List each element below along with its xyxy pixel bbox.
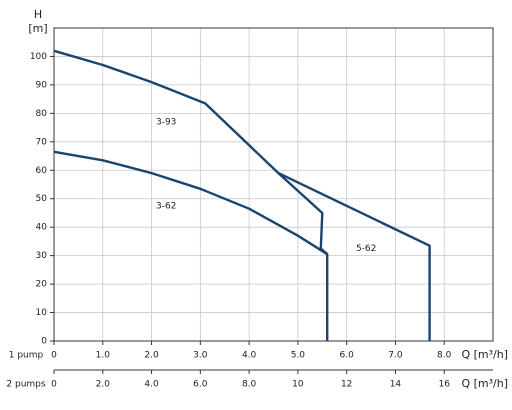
x2-tick-label: 16 [438, 380, 450, 390]
y-tick-label: 100 [30, 52, 47, 62]
y-tick-label: 30 [36, 251, 48, 261]
x-tick-label: 8.0 [437, 351, 452, 361]
x2-tick-label: 0 [51, 380, 57, 390]
x2-tick-label: 8.0 [242, 380, 257, 390]
y-tick-label: 50 [36, 194, 48, 204]
x2-tick-label: 4.0 [144, 380, 159, 390]
x2-tick-label: 12 [341, 380, 352, 390]
curve [53, 150, 329, 341]
x2-axis-label: 2 pumps [6, 380, 45, 390]
x2-axis-unit: Q [m³/h] [461, 377, 508, 390]
x-tick-label: 6.0 [340, 351, 355, 361]
curve [277, 172, 431, 341]
y-tick-label: 90 [36, 80, 48, 90]
x-tick-label: 2.0 [144, 351, 159, 361]
y-tick-label: 60 [36, 166, 48, 176]
x-tick-label: 4.0 [242, 351, 257, 361]
y-axis-label: H [34, 8, 42, 21]
x-tick-label: 1.0 [96, 351, 111, 361]
y-axis-unit: [m] [28, 22, 47, 35]
y-tick-label: 80 [36, 109, 48, 119]
y-tick-label: 70 [36, 137, 48, 147]
plot-frame [53, 27, 494, 342]
x-axis-label: 1 pump [9, 351, 44, 361]
curve-label: 3-93 [156, 117, 176, 127]
x-tick-label: 7.0 [388, 351, 403, 361]
x2-tick-label: 14 [390, 380, 402, 390]
y-tick-label: 20 [36, 280, 48, 290]
y-tick-label: 0 [41, 337, 47, 347]
x2-tick-label: 10 [292, 380, 304, 390]
x-tick-label: 3.0 [193, 351, 208, 361]
y-tick-label: 10 [36, 308, 48, 318]
curve [53, 49, 328, 256]
y-tick-label: 40 [36, 223, 48, 233]
x-axis-unit: Q [m³/h] [461, 348, 508, 361]
x2-tick-label: 6.0 [193, 380, 208, 390]
curve-label: 5-62 [356, 244, 376, 254]
curve-label: 3-62 [156, 201, 176, 211]
x-tick-label: 5.0 [291, 351, 306, 361]
x2-tick-label: 2.0 [96, 380, 111, 390]
x-tick-label: 0 [51, 351, 57, 361]
